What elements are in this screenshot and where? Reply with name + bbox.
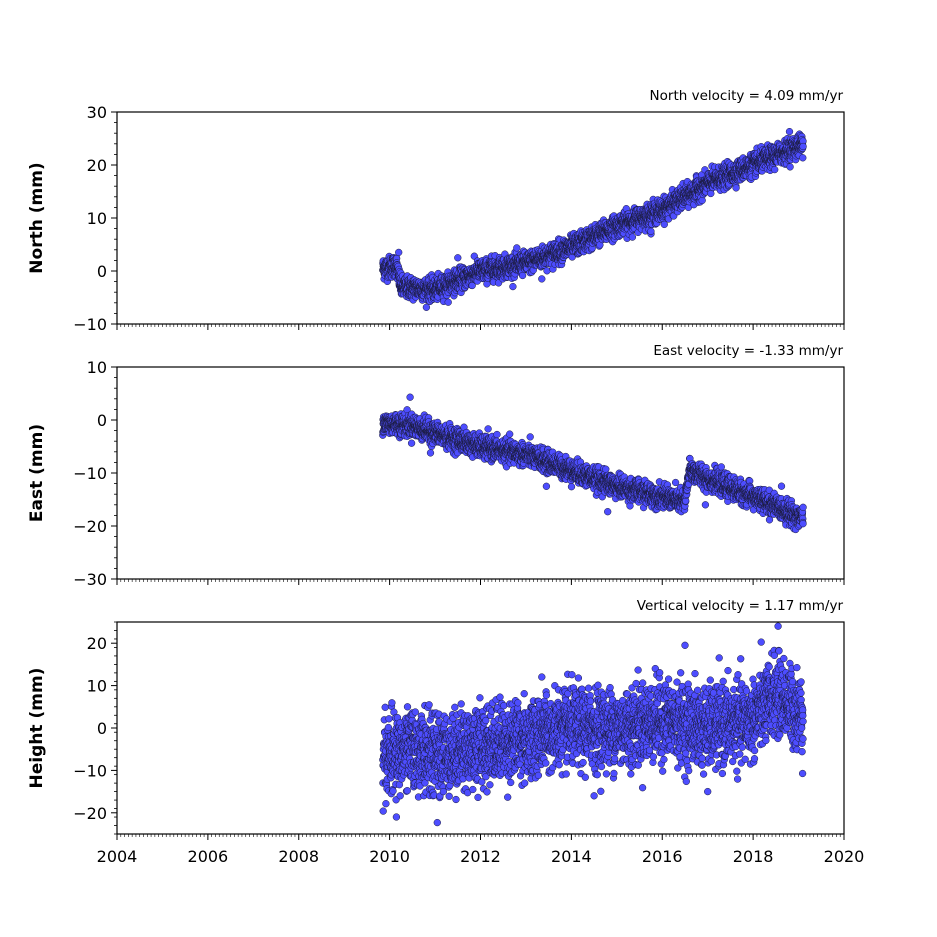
data-point-outlier [538,275,546,283]
data-point-outlier [454,254,462,262]
data-point [484,425,492,433]
data-point [526,433,534,441]
data-points [379,127,807,311]
y-tick-label: 0 [97,262,107,281]
data-point [444,298,452,306]
y-tick-label: −10 [73,315,107,334]
y-axis-label: North (mm) [27,162,47,273]
y-tick-label: 30 [87,103,107,122]
panel-north: North velocity = 4.09 mm/yr North (mm) −10… [27,88,845,334]
data-point-outlier [785,127,794,136]
data-point [799,142,807,151]
data-point-outlier [647,227,655,235]
data-point [509,282,517,291]
panel-title: East velocity = -1.33 mm/yr [653,343,843,359]
y-tick-label: 10 [87,209,107,228]
data-point [698,196,706,205]
panel-title: North velocity = 4.09 mm/yr [650,88,844,104]
data-point [628,233,637,241]
data-point [786,163,794,171]
y-axis-label: East (mm) [27,424,47,522]
data-point [407,439,416,447]
data-point [513,244,521,252]
y-tick-label: 20 [87,156,107,175]
data-point [732,184,740,192]
data-point [799,154,807,162]
data-point [506,430,514,438]
data-point [493,430,501,439]
data-point [422,303,431,311]
data-point-outlier [395,248,403,257]
data-point [771,165,779,174]
